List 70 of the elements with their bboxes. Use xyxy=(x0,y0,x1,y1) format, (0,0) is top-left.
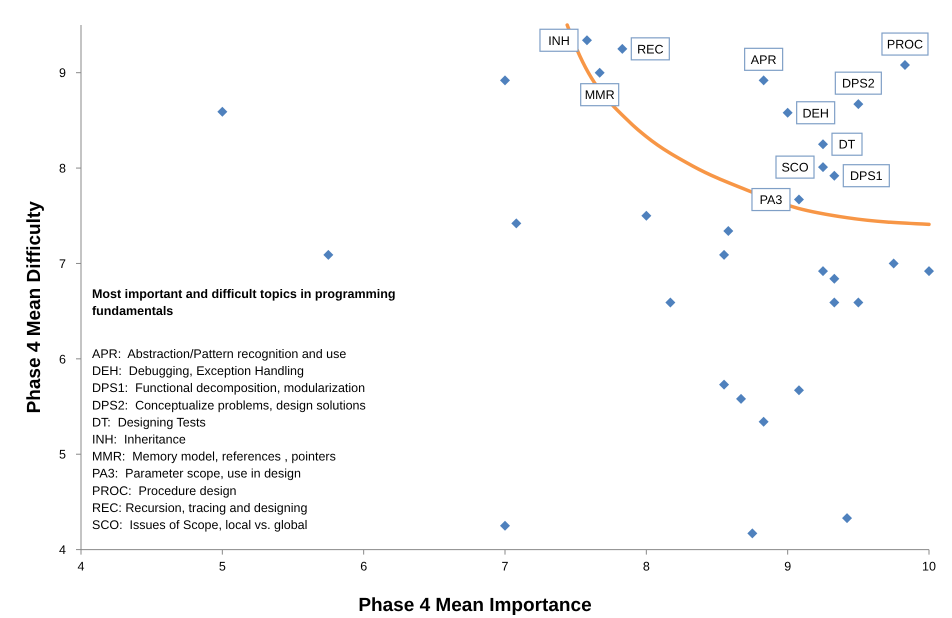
point xyxy=(794,194,804,205)
y-tick-label: 6 xyxy=(59,352,66,366)
annotation: SCO xyxy=(781,160,809,175)
point xyxy=(888,258,899,268)
annotation: APR: Abstraction/Pattern recognition and use xyxy=(92,347,346,361)
point xyxy=(719,250,730,260)
annotation: DT xyxy=(838,138,856,152)
y-tick-label: 9 xyxy=(59,66,66,80)
annotation: PROC: Procedure design xyxy=(92,484,237,498)
point xyxy=(617,44,628,54)
point xyxy=(818,139,828,150)
annotation: DEH: Debugging, Exception Handling xyxy=(92,364,304,378)
y-tick-label: 5 xyxy=(59,448,66,462)
point xyxy=(924,266,934,276)
annotation: DPS2: Conceptualize problems, design solutions xyxy=(92,398,366,412)
y-tick-label: 4 xyxy=(59,543,66,558)
x-tick-label: 8 xyxy=(642,560,650,574)
annotation: REC: Recursion, tracing and designing xyxy=(92,500,308,515)
annotation: MMR xyxy=(584,88,615,102)
y-axis-title: Phase 4 Mean Difficulty xyxy=(24,200,45,414)
point xyxy=(782,108,793,118)
point xyxy=(853,99,864,110)
annotation: MMR: Memory model, references , pointers xyxy=(92,450,336,464)
point xyxy=(829,298,840,308)
point xyxy=(723,226,734,236)
point xyxy=(829,170,840,181)
annotation: DEH xyxy=(802,106,829,120)
annotation: INH: Inheritance xyxy=(92,432,186,446)
annotation: DPS2 xyxy=(842,76,875,91)
x-tick-label: 10 xyxy=(922,560,936,574)
point xyxy=(594,68,605,78)
annotation: DPS1 xyxy=(850,169,883,184)
point xyxy=(323,250,334,260)
x-axis-title: Phase 4 Mean Importance xyxy=(358,595,592,616)
annotation: REC xyxy=(637,42,664,56)
point xyxy=(641,210,652,221)
x-tick-label: 6 xyxy=(360,560,368,574)
point xyxy=(719,380,730,390)
annotation: Most important and difficult topics in programming fundamentals xyxy=(92,287,396,318)
point xyxy=(794,385,804,396)
point xyxy=(665,298,676,308)
annotation: PA3 xyxy=(760,193,782,208)
annotation: APR xyxy=(750,52,776,67)
y-tick-label: 8 xyxy=(59,162,66,176)
point xyxy=(500,520,510,531)
annotation: DPS1: Functional decomposition, modularization xyxy=(92,381,366,396)
annotation: SCO: Issues of Scope, local vs. global xyxy=(92,518,308,532)
y-tick-label: 7 xyxy=(59,256,66,271)
point xyxy=(842,513,852,524)
point xyxy=(818,266,828,276)
point xyxy=(511,218,522,228)
point xyxy=(758,416,769,427)
x-tick-label: 5 xyxy=(218,560,226,574)
point xyxy=(747,528,758,538)
point xyxy=(900,60,910,70)
x-tick-label: 9 xyxy=(784,560,792,574)
point xyxy=(758,75,769,86)
x-tick-label: 7 xyxy=(502,560,509,574)
annotation: INH xyxy=(548,34,570,48)
point xyxy=(736,394,746,404)
point xyxy=(500,75,510,86)
x-tick-label: 4 xyxy=(78,560,85,574)
annotation: PA3: Parameter scope, use in design xyxy=(92,466,301,481)
annotation: PROC xyxy=(886,38,924,52)
annotation: DT: Designing Tests xyxy=(92,415,206,430)
point xyxy=(217,106,228,117)
point xyxy=(582,35,592,46)
point xyxy=(829,274,840,284)
point xyxy=(818,162,828,172)
point xyxy=(853,298,864,308)
